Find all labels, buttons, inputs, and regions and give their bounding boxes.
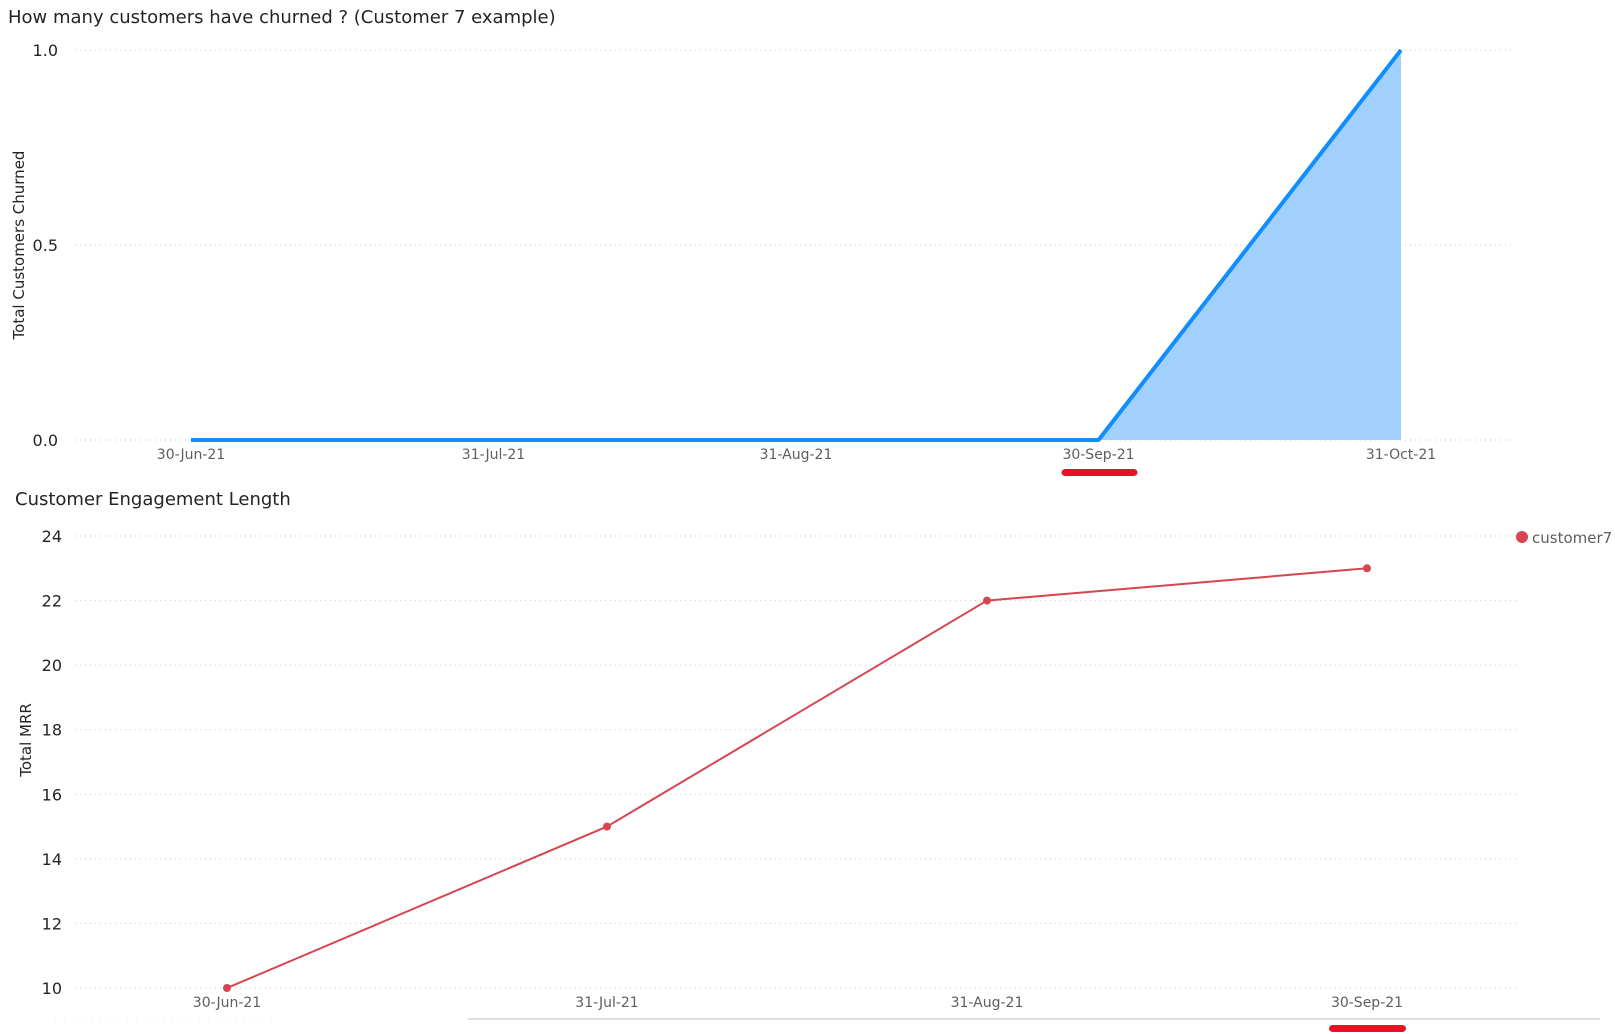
y-axis-title: Total Customers Churned <box>10 151 28 341</box>
x-tick-label: 31-Jul-21 <box>462 447 525 463</box>
x-tick-label: 30-Sep-21 <box>1331 995 1403 1011</box>
chart-title: Customer Engagement Length <box>15 489 291 510</box>
data-point[interactable] <box>603 822 611 831</box>
x-tick-label: 31-Jul-21 <box>575 995 638 1011</box>
x-tick-label: 31-Oct-21 <box>1366 447 1436 463</box>
highlight-underline <box>1329 1025 1406 1032</box>
y-tick-label: 0.0 <box>33 431 58 450</box>
data-point[interactable] <box>223 984 231 992</box>
data-point[interactable] <box>983 596 991 605</box>
x-axis: 30-Jun-21 31-Jul-21 31-Aug-21 30-Sep-21 31-O… <box>157 447 1436 463</box>
y-axis: 10 12 14 16 18 20 22 24 <box>42 527 62 998</box>
x-axis: 30-Jun-21 31-Jul-21 31-Aug-21 30-Sep-21 <box>193 995 1403 1011</box>
y-tick-label: 24 <box>42 527 62 546</box>
y-tick-label: 18 <box>42 721 62 740</box>
data-point[interactable] <box>1363 564 1371 573</box>
legend-item-customer7[interactable]: customer7 <box>1532 529 1612 547</box>
gridlines <box>75 535 1520 989</box>
plot-area[interactable] <box>223 564 1371 992</box>
series-area <box>191 50 1401 440</box>
x-tick-label: 30-Jun-21 <box>193 995 261 1011</box>
y-tick-label: 22 <box>42 592 62 611</box>
engagement-line-chart[interactable]: Customer Engagement Length Total MRR 101… <box>15 489 1612 1032</box>
y-tick-label: 14 <box>42 850 62 869</box>
legend-marker <box>1516 531 1528 543</box>
y-axis: 0.0 0.5 1.0 <box>33 41 58 450</box>
y-tick-label: 0.5 <box>33 236 58 255</box>
y-axis-title: Total MRR <box>17 703 35 778</box>
plot-area[interactable] <box>191 48 1403 442</box>
x-tick-label: 31-Aug-21 <box>760 447 833 463</box>
y-tick-label: 20 <box>42 656 62 675</box>
y-tick-label: 12 <box>42 914 62 933</box>
series-line[interactable] <box>226 567 1368 989</box>
series-line[interactable] <box>191 48 1403 442</box>
chart-title: How many customers have churned ? (Custo… <box>8 7 556 28</box>
y-tick-label: 1.0 <box>33 41 58 60</box>
x-tick-label: 30-Jun-21 <box>157 447 225 463</box>
y-tick-label: 10 <box>42 979 62 998</box>
y-tick-label: 16 <box>42 785 62 804</box>
churn-area-chart[interactable]: How many customers have churned ? (Custo… <box>8 7 1515 476</box>
highlight-underline <box>1061 469 1138 476</box>
x-tick-label: 31-Aug-21 <box>951 995 1024 1011</box>
x-tick-label: 30-Sep-21 <box>1062 447 1134 463</box>
legend[interactable]: customer7 <box>1516 529 1612 547</box>
